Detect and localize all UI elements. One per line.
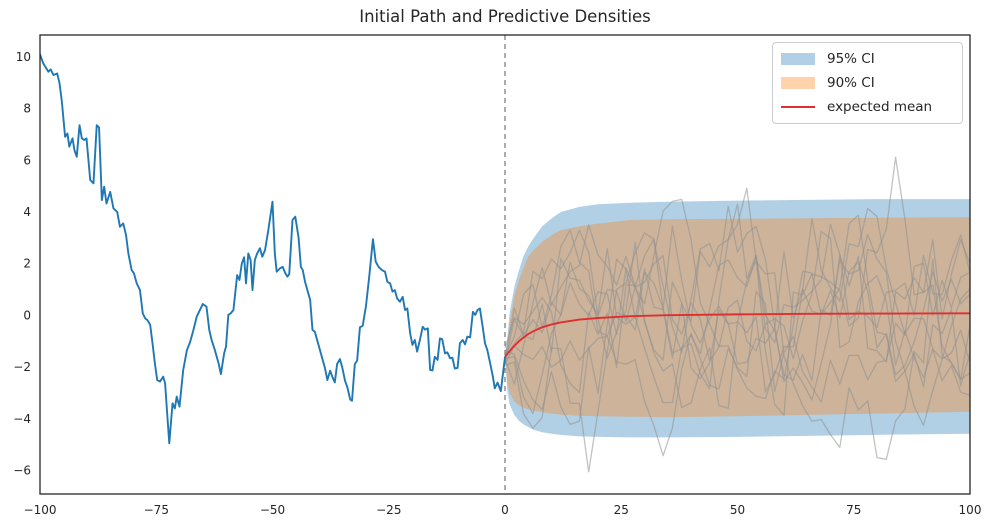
ci-90-swatch-icon xyxy=(781,77,815,89)
mean-line-swatch-icon xyxy=(781,105,815,109)
plot-frame xyxy=(39,34,971,495)
x-tick-label: 100 xyxy=(959,503,982,517)
ci-95-swatch-icon xyxy=(781,53,815,65)
initial-path-line xyxy=(40,53,506,445)
y-tick-label: 0 xyxy=(23,308,31,322)
sample-path xyxy=(504,229,970,379)
x-tick-label: −75 xyxy=(144,503,169,517)
legend-item-95ci: 95% CI xyxy=(781,50,952,68)
legend-item-expected-mean: expected mean xyxy=(781,98,952,116)
y-tick-label: 6 xyxy=(23,153,31,167)
legend-label: expected mean xyxy=(827,99,933,115)
legend-label: 95% CI xyxy=(827,51,875,67)
sample-path xyxy=(504,262,970,457)
y-tick-label: 4 xyxy=(23,205,31,219)
expected-mean-line xyxy=(504,312,970,358)
y-tick-label: −6 xyxy=(13,464,31,478)
y-tick-label: −4 xyxy=(13,412,31,426)
legend-label: 90% CI xyxy=(827,75,875,91)
ci-band-95 xyxy=(505,199,970,438)
x-tick-label: −50 xyxy=(260,503,285,517)
y-tick-label: 10 xyxy=(16,50,31,64)
x-tick-label: −100 xyxy=(24,503,57,517)
y-tick-label: 2 xyxy=(23,257,31,271)
sample-path xyxy=(504,198,970,415)
x-tick-label: −25 xyxy=(376,503,401,517)
sample-path xyxy=(504,207,970,409)
x-tick-label: 0 xyxy=(501,503,509,517)
x-tick-label: 25 xyxy=(614,503,629,517)
legend-item-90ci: 90% CI xyxy=(781,74,952,92)
sample-path xyxy=(504,229,970,426)
y-tick-label: 8 xyxy=(23,102,31,116)
sample-path xyxy=(504,156,970,426)
legend: 95% CI 90% CI expected mean xyxy=(772,42,963,124)
chart-title: Initial Path and Predictive Densities xyxy=(359,7,651,26)
x-tick-label: 75 xyxy=(846,503,861,517)
x-tick-label: 50 xyxy=(730,503,745,517)
sample-path xyxy=(504,214,970,473)
y-tick-label: −2 xyxy=(13,360,31,374)
